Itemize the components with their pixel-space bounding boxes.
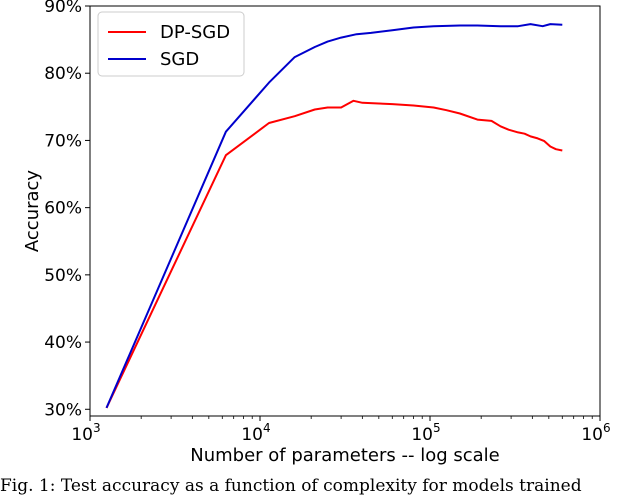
legend-label-sgd: SGD (160, 49, 199, 70)
x-tick-label: 103 (71, 421, 100, 445)
x-axis-ticks: 103 104 105 106 (71, 416, 611, 445)
y-tick-label: 90% (44, 0, 82, 17)
y-tick-label: 60% (44, 199, 82, 219)
x-tick-label: 105 (411, 421, 440, 445)
legend: DP-SGD SGD (97, 11, 245, 77)
figure-caption: Fig. 1: Test accuracy as a function of c… (0, 476, 582, 496)
plot-frame (89, 5, 601, 417)
y-tick-label: 30% (44, 400, 82, 420)
x-tick-label: 104 (241, 421, 270, 445)
x-axis-label: Number of parameters -- log scale (190, 445, 499, 466)
accuracy-chart: 30% 40% 50% 60% 70% 80% 90% 103 104 105 106 Numbe… (22, 0, 611, 466)
y-axis-label: Accuracy (22, 170, 43, 253)
y-tick-label: 50% (44, 266, 82, 286)
legend-label-dp-sgd: DP-SGD (160, 22, 230, 43)
series-lines (105, 23, 563, 409)
y-tick-label: 80% (44, 64, 82, 84)
y-axis-ticks: 30% 40% 50% 60% 70% 80% 90% (44, 0, 90, 420)
series-line-dp-sgd (105, 99, 563, 409)
y-tick-label: 40% (44, 333, 82, 353)
y-tick-label: 70% (44, 131, 82, 151)
series-line-sgd (105, 23, 563, 409)
x-tick-label: 106 (581, 421, 610, 445)
